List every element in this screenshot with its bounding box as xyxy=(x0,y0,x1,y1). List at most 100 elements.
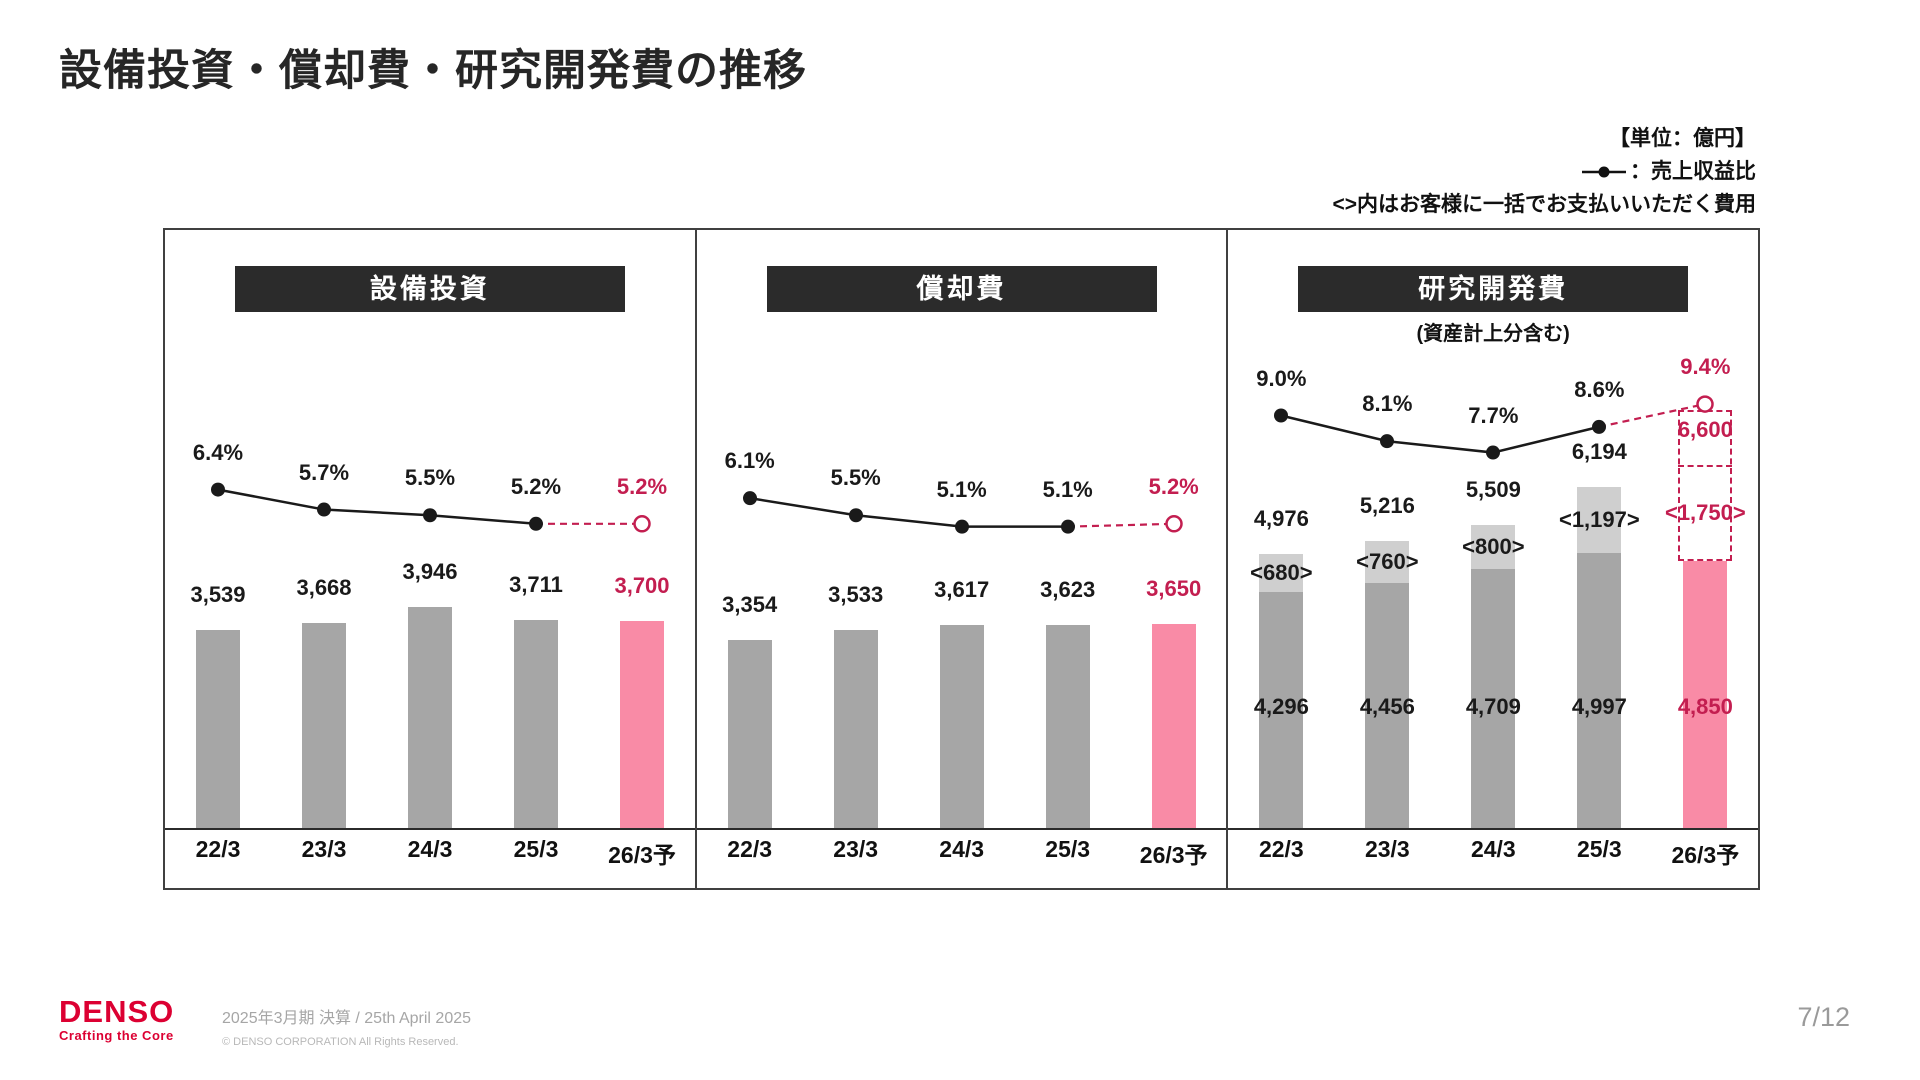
ratio-label: 9.0% xyxy=(1256,365,1307,391)
bar-value-label: 3,946 xyxy=(402,559,458,585)
bar-value-label: 3,617 xyxy=(934,577,990,603)
ratio-label: 6.4% xyxy=(192,439,244,465)
segment-label: <760> xyxy=(1356,549,1419,575)
ratio-label: 5.5% xyxy=(830,465,881,491)
bar xyxy=(1577,553,1622,828)
bar-value-label: 4,456 xyxy=(1359,694,1415,719)
ratio-label: 5.1% xyxy=(936,476,987,502)
category-label: 22/3 xyxy=(195,836,241,862)
bar xyxy=(1045,625,1090,828)
bar-segment xyxy=(1577,487,1622,554)
rnd-subtitle: (資産計上分含む) xyxy=(1416,323,1570,345)
total-label: 4,976 xyxy=(1253,506,1309,532)
bar xyxy=(408,607,452,828)
ratio-label: 7.7% xyxy=(1468,402,1519,428)
bar-value-label: 4,997 xyxy=(1571,694,1627,719)
charts-container: 設備投資 3,539 6.4% 22/3 3,668 5.7% 23/3 3,946 5.5%… xyxy=(163,228,1760,890)
segment-label: <1,197> xyxy=(1558,507,1640,533)
panel-capex: 設備投資 3,539 6.4% 22/3 3,668 5.7% 23/3 3,946 5.5%… xyxy=(165,230,695,888)
rnd-chart: 4,976 <680> 4,296 9.0% 22/3 5,216 <760> 4,456 8.… xyxy=(1228,230,1759,868)
segment-label: <800> xyxy=(1462,534,1525,559)
bar-value-label: 3,668 xyxy=(296,574,352,600)
segment-label: <680> xyxy=(1250,560,1313,586)
ratio-legend: ：売上収益比 xyxy=(1332,155,1756,188)
bar-value-label: 3,700 xyxy=(614,572,670,598)
category-label: 25/3 xyxy=(513,836,559,862)
bar-value-label: 4,709 xyxy=(1465,694,1521,719)
bar-segment xyxy=(1365,541,1410,583)
bar-value-label: 3,354 xyxy=(722,592,778,618)
category-label: 26/3予 xyxy=(608,842,676,868)
legend: 【単位：億円】 ：売上収益比 <>内はお客様に一括でお支払いいただく費用 xyxy=(1332,122,1756,221)
bar xyxy=(1365,582,1410,828)
depreciation-chart: 3,354 6.1% 22/3 3,533 5.5% 23/3 3,617 5.1% 24/3 3… xyxy=(696,230,1227,868)
forecast-bar xyxy=(1683,561,1728,828)
depreciation-header: 償却費 xyxy=(766,266,1157,312)
unit-label: 【単位：億円】 xyxy=(1609,127,1756,150)
rnd-header: 研究開発費 xyxy=(1298,266,1689,312)
ratio-label: 5.2% xyxy=(510,473,562,499)
forecast-segment-divider xyxy=(1678,465,1733,467)
ratio-legend-label: ：売上収益比 xyxy=(1630,160,1756,183)
bar-value-label: 4,296 xyxy=(1253,694,1309,719)
bar xyxy=(833,630,878,828)
footer-info: 2025年3月期 決算 / 25th April 2025 © DENSO CO… xyxy=(222,1004,471,1048)
denso-logo-text: DENSO xyxy=(59,994,175,1029)
bar-segment xyxy=(1471,525,1516,570)
panel-depreciation: 償却費 3,354 6.1% 22/3 3,533 5.5% 23/3 3,617 5.1% 2… xyxy=(694,230,1227,888)
capex-chart: 3,539 6.4% 22/3 3,668 5.7% 23/3 3,946 5.5% 24/3 3… xyxy=(165,230,695,868)
category-label: 23/3 xyxy=(833,836,879,862)
bar-value-label: 4,850 xyxy=(1677,694,1733,719)
ratio-label: 5.2% xyxy=(616,473,668,499)
category-label: 22/3 xyxy=(1258,836,1304,862)
footer-copyright: © DENSO CORPORATION All Rights Reserved. xyxy=(222,1036,459,1048)
page-number: 7/12 xyxy=(1797,1002,1850,1032)
capex-header: 設備投資 xyxy=(234,266,625,312)
denso-logo-tagline: Crafting the Core xyxy=(59,1028,174,1043)
forecast-bar xyxy=(620,620,664,828)
bar xyxy=(939,625,984,828)
ratio-label: 5.2% xyxy=(1148,473,1199,499)
category-label: 24/3 xyxy=(939,836,985,862)
bar xyxy=(196,629,240,828)
ratio-label: 6.1% xyxy=(724,448,775,474)
bar xyxy=(727,640,772,828)
panel-rnd: 研究開発費 (資産計上分含む) 4,976 <680> 4,296 9.0% 22/3 5… xyxy=(1226,230,1759,888)
category-label: 25/3 xyxy=(1045,836,1091,862)
ratio-label: 9.4% xyxy=(1680,354,1731,380)
footer-date: 2025年3月期 決算 / 25th April 2025 xyxy=(222,1010,472,1027)
total-label: 6,194 xyxy=(1571,439,1627,465)
bar xyxy=(1471,569,1516,828)
legend-note: <>内はお客様に一括でお支払いいただく費用 xyxy=(1332,193,1756,216)
category-label: 26/3予 xyxy=(1671,842,1740,868)
bar xyxy=(1259,591,1304,828)
ratio-label: 5.7% xyxy=(298,459,350,485)
forecast-bar xyxy=(1151,623,1196,828)
ratio-label: 8.1% xyxy=(1362,391,1413,417)
total-label: 5,216 xyxy=(1359,493,1415,519)
bar-segment xyxy=(1259,554,1304,592)
bar-value-label: 3,711 xyxy=(509,572,563,598)
bar-value-label: 3,650 xyxy=(1146,575,1202,601)
ratio-label: 5.1% xyxy=(1042,476,1093,502)
bar xyxy=(514,620,558,828)
ratio-line-icon xyxy=(1581,165,1627,179)
denso-logo: DENSO Crafting the Core xyxy=(59,994,175,1044)
category-label: 22/3 xyxy=(727,836,773,862)
page-title: 設備投資・償却費・研究開発費の推移 xyxy=(59,47,807,95)
category-label: 26/3予 xyxy=(1139,842,1208,868)
category-label: 24/3 xyxy=(1470,836,1516,862)
bar-value-label: 3,539 xyxy=(190,581,246,607)
total-label: 6,600 xyxy=(1677,417,1733,442)
bar xyxy=(302,622,346,828)
bar-value-label: 3,623 xyxy=(1040,577,1096,603)
total-label: 5,509 xyxy=(1465,477,1521,502)
segment-label: <1,750> xyxy=(1664,500,1746,525)
category-label: 23/3 xyxy=(1364,836,1410,862)
bar-value-label: 3,533 xyxy=(828,582,884,608)
category-label: 23/3 xyxy=(301,836,347,862)
ratio-label: 8.6% xyxy=(1574,376,1625,402)
category-label: 25/3 xyxy=(1576,836,1622,862)
ratio-label: 5.5% xyxy=(404,465,456,491)
